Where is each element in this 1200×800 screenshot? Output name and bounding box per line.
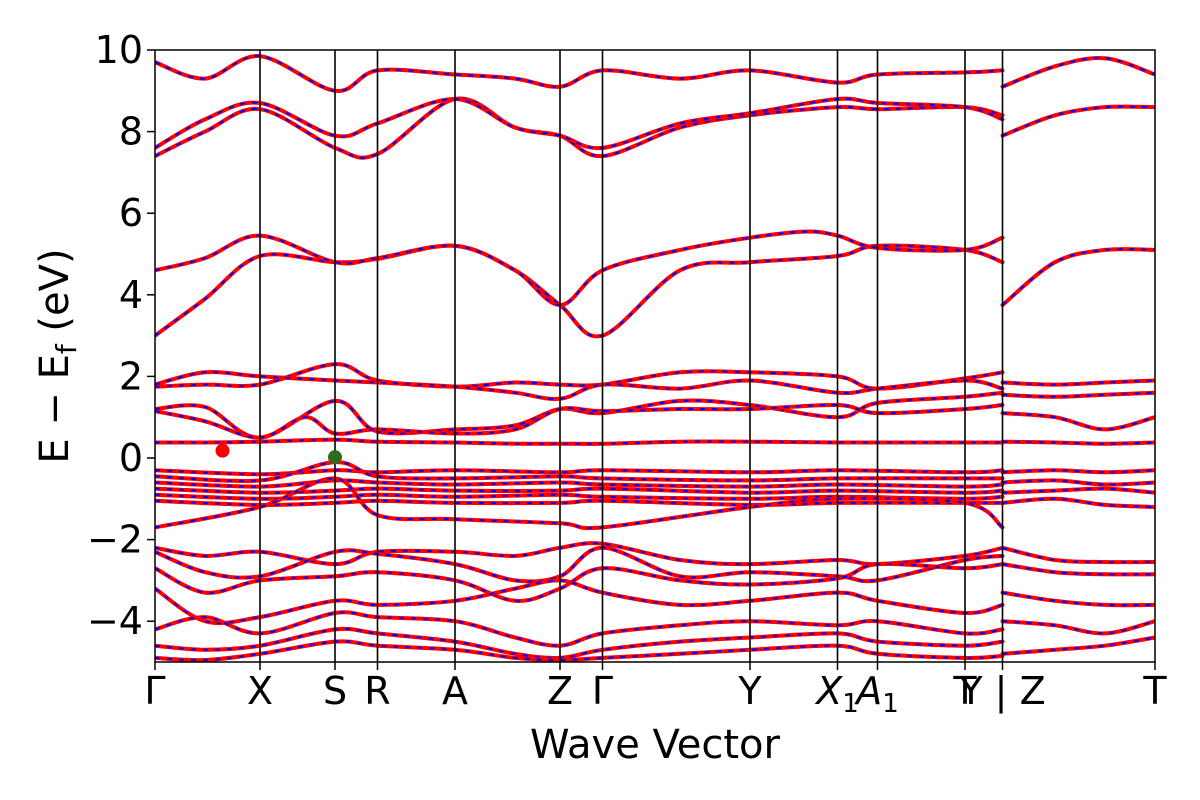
x-tick-label-10: T — [952, 669, 977, 713]
band-line-overlay-8 — [155, 363, 1003, 390]
y-tick-label-3: 2 — [119, 354, 143, 398]
y-tick-label-4: 4 — [119, 273, 143, 317]
band-line-overlay-35 — [155, 627, 1003, 660]
band-line-4 — [155, 96, 1005, 151]
band-line-overlay-4 — [155, 97, 1003, 150]
band-line-12 — [155, 402, 1005, 440]
band-line-overlay-15 — [155, 438, 1003, 445]
band-line-overlay-1 — [155, 230, 1003, 307]
band-line-14 — [1000, 411, 1155, 432]
y-tick-label-7: 10 — [95, 28, 143, 72]
y-axis-label-subscript: f — [50, 343, 83, 354]
band-lines — [155, 54, 1155, 662]
band-line-overlay-30 — [155, 562, 1003, 602]
band-line-overlay-33 — [155, 579, 1003, 625]
x-tick-label-5: Z — [547, 669, 573, 713]
band-line-39 — [1000, 635, 1155, 656]
x-tick-label-8: X1 — [814, 669, 859, 719]
band-line-overlay-5 — [1002, 105, 1155, 137]
y-axis-label-unit: (eV) — [32, 248, 78, 344]
band-line-13 — [1000, 390, 1155, 399]
kpoint-lines — [259, 50, 1004, 662]
y-axis-label-group: E − Ef (eV) — [32, 248, 83, 463]
band-line-overlay-36 — [155, 640, 1003, 662]
y-tick-label-1: −2 — [87, 518, 143, 562]
x-tick-label-7: Y — [737, 669, 762, 713]
band-line-37 — [1000, 590, 1155, 608]
band-line-16 — [1000, 439, 1155, 446]
band-line-6 — [155, 54, 1005, 93]
band-line-24 — [1000, 468, 1155, 475]
x-tick-label-0: Γ — [144, 669, 165, 713]
band-line-overlay-21 — [155, 493, 1003, 500]
x-tick-label-4: A — [442, 669, 468, 713]
band-line-10 — [1000, 378, 1155, 387]
band-line-9 — [155, 370, 1005, 402]
x-tick-label-3: R — [364, 669, 390, 713]
band-line-2 — [1000, 247, 1155, 307]
band-line-overlay-14 — [1002, 412, 1155, 431]
band-line-38 — [1000, 619, 1155, 636]
band-line-overlay-38 — [1002, 620, 1155, 635]
plot-frame — [154, 49, 1156, 663]
band-line-overlay-34 — [155, 611, 1003, 647]
band-line-26 — [1000, 486, 1155, 495]
x-tick-label-12: T — [1142, 669, 1167, 713]
y-tick-label-2: 0 — [119, 436, 143, 480]
band-line-overlay-28 — [155, 542, 1003, 566]
band-line-overlay-0 — [155, 244, 1003, 338]
x-tick-label-9: A1 — [853, 669, 899, 719]
x-tick-label-6: Γ — [592, 669, 613, 713]
band-line-overlay-7 — [1002, 56, 1155, 88]
y-tick-label-6: 8 — [119, 110, 143, 154]
x-tick-label-1: X — [247, 669, 273, 713]
y-axis-label-main: E − E — [32, 354, 78, 464]
band-line-overlay-18 — [155, 461, 1003, 482]
y-axis-label: E − Ef (eV) — [32, 248, 83, 463]
band-line-overlay-11 — [155, 391, 1003, 439]
marker-1 — [328, 450, 342, 465]
band-line-overlay-17 — [155, 469, 1003, 476]
x-tick-label-11: Y | Z — [958, 669, 1045, 714]
band-line-overlay-23 — [155, 477, 1004, 530]
band-line-29 — [155, 545, 1005, 584]
marker-0 — [215, 443, 230, 458]
point-markers — [215, 443, 342, 465]
band-line-3 — [155, 96, 1005, 160]
x-tick-label-2: S — [323, 669, 347, 713]
band-line-overlay-22 — [155, 499, 1003, 506]
y-tick-label-0: −4 — [87, 599, 143, 643]
band-line-overlay-3 — [155, 97, 1003, 159]
band-line-overlay-31 — [1002, 546, 1155, 564]
band-line-25 — [1000, 478, 1155, 487]
band-line-7 — [1000, 55, 1155, 89]
band-line-32 — [1000, 562, 1155, 577]
band-line-5 — [1000, 104, 1155, 138]
y-tick-label-5: 6 — [119, 191, 143, 235]
band-line-overlay-20 — [155, 487, 1003, 494]
band-line-27 — [1000, 496, 1155, 509]
y-axis-ticks: −4 −2 0 2 4 6 8 10 — [87, 28, 155, 643]
band-line-31 — [1000, 545, 1155, 565]
band-line-1 — [155, 229, 1005, 308]
band-line-33 — [155, 578, 1005, 626]
band-line-36 — [155, 639, 1005, 662]
band-line-overlay-2 — [1001, 248, 1155, 306]
x-axis-label: Wave Vector — [530, 722, 781, 768]
